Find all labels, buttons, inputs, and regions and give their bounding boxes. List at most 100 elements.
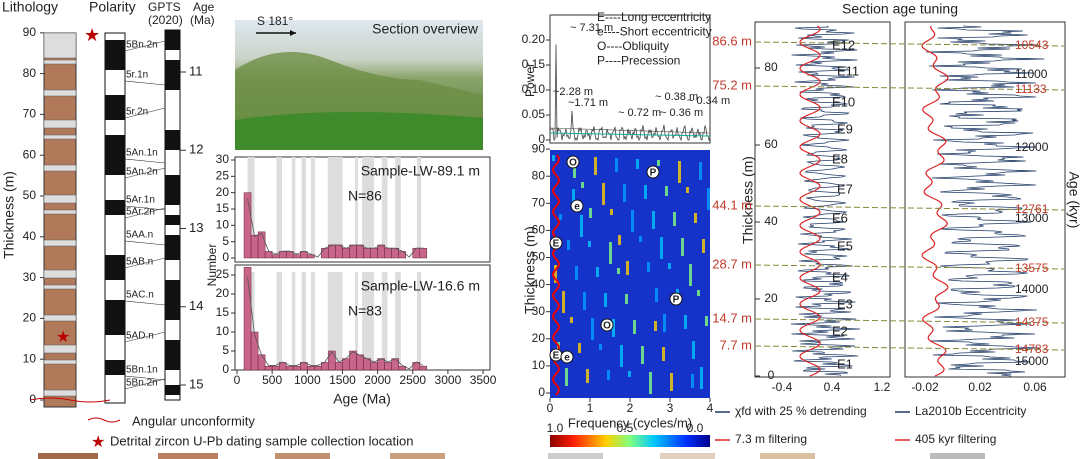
sample-label: Sample-LW-89.1 m xyxy=(361,163,480,179)
age-tick-label: 15 xyxy=(189,376,203,391)
spectral-power xyxy=(686,187,689,193)
spectral-power xyxy=(554,265,557,283)
histogram-bar xyxy=(321,247,329,259)
age-tick-label: 15000 xyxy=(1015,354,1049,368)
age-tick-label: 12000 xyxy=(1015,140,1049,154)
tie-age: 10543 xyxy=(1015,38,1049,52)
tie-thickness: 75.2 m xyxy=(712,77,752,92)
column-header: Lithology xyxy=(2,0,58,15)
spectral-power xyxy=(654,321,657,331)
histogram-bar xyxy=(271,365,280,371)
chron-label: 5Ar.2n xyxy=(126,207,155,218)
y-tick-label: 40 xyxy=(532,277,546,291)
y-tick-label: 70 xyxy=(532,195,546,209)
cycle-label: E12 xyxy=(832,37,855,52)
spectral-power xyxy=(607,370,610,380)
marker-circle xyxy=(560,350,574,364)
histogram-bar xyxy=(370,362,378,371)
age-band xyxy=(310,157,316,258)
histogram-bar xyxy=(412,247,421,259)
sample-label: Sample-LW-16.6 m xyxy=(361,278,480,294)
normal-polarity xyxy=(105,255,125,280)
correlation-line xyxy=(124,331,166,343)
cycle-label: E11 xyxy=(837,63,859,78)
age-tick-label: 14000 xyxy=(1015,282,1049,296)
colorbar-label: 0.0 xyxy=(687,421,704,435)
correlation-line xyxy=(124,167,166,179)
column-header: GPTS xyxy=(148,0,181,14)
marker-circle xyxy=(549,236,563,250)
tie-thickness: 28.7 m xyxy=(712,256,752,271)
y-tick-label: 60 xyxy=(532,223,546,237)
marker-label: E xyxy=(553,351,560,362)
age-band xyxy=(327,157,343,258)
y-tick-label: 20 xyxy=(23,311,37,325)
marker-circle xyxy=(646,165,660,179)
correlation-line xyxy=(124,107,166,119)
spectral-power xyxy=(626,261,629,275)
x-tick-label: 0.06 xyxy=(1023,380,1047,394)
photo-direction: S 181° xyxy=(257,14,293,28)
histogram-bar xyxy=(419,247,428,259)
marker-label: O xyxy=(569,158,577,169)
age-band xyxy=(276,272,282,370)
sand-band xyxy=(43,89,77,97)
legend-label: 7.3 m filtering xyxy=(735,432,807,446)
histogram-bar xyxy=(335,362,343,371)
photo-title: Section overview xyxy=(372,21,479,37)
x-tick-label: 1 xyxy=(587,401,594,415)
tie-age: 12761 xyxy=(1015,202,1049,216)
spectral-power xyxy=(578,343,581,353)
sand-band xyxy=(43,314,77,322)
spectral-power xyxy=(647,262,650,272)
spectral-power xyxy=(586,369,589,383)
arrow-head xyxy=(290,30,296,36)
peak-label: ~ 0.38 m xyxy=(655,91,698,103)
normal-chron xyxy=(165,30,180,50)
correlation-line xyxy=(124,257,166,269)
tie-thickness: 14.7 m xyxy=(712,310,752,325)
chron-label: 5AB.n xyxy=(126,257,153,268)
marker-label: P xyxy=(673,295,680,306)
spectral-power xyxy=(662,347,665,361)
spectral-power xyxy=(670,373,673,391)
x-tick-label: 3000 xyxy=(435,373,462,387)
spectral-power xyxy=(668,263,671,269)
y-tick-label: 80 xyxy=(23,66,37,80)
spectral-power xyxy=(694,213,697,223)
x-tick-label: 500 xyxy=(262,373,282,387)
y-tick-label: 50 xyxy=(532,250,546,264)
sand-band xyxy=(43,359,77,365)
spectral-power xyxy=(615,158,618,172)
correlation-line xyxy=(124,207,166,219)
polarity-column xyxy=(104,32,126,404)
spectral-power xyxy=(705,316,708,326)
marker-label: e xyxy=(564,353,570,364)
spectral-power xyxy=(652,211,655,229)
spectral-power xyxy=(575,266,578,280)
spectral-power xyxy=(702,239,705,253)
cycle-label: E6 xyxy=(832,210,848,225)
histogram-bar xyxy=(342,247,350,259)
marker-label: P xyxy=(650,168,657,179)
correlation-line xyxy=(124,205,166,211)
histogram-bar xyxy=(250,234,259,259)
age-tick-label: 13000 xyxy=(1015,211,1049,225)
spectral-power xyxy=(628,371,631,377)
age-band xyxy=(416,272,422,370)
normal-polarity xyxy=(105,95,125,120)
cycle-label: E5 xyxy=(837,238,853,253)
star: ★ xyxy=(84,25,100,45)
histogram-bar xyxy=(292,254,301,259)
spectral-power xyxy=(599,344,602,350)
histogram-bar xyxy=(356,244,364,259)
spectral-power xyxy=(689,264,692,286)
spectral-power xyxy=(660,237,663,259)
filter-curve xyxy=(799,25,821,377)
y-tick-label: 0.10 xyxy=(522,82,546,96)
age-band xyxy=(355,157,358,258)
histogram-bar xyxy=(419,365,428,371)
x-tick-label: 1.2 xyxy=(874,380,891,394)
y-tick-label: 0.05 xyxy=(522,107,546,121)
marker-circle xyxy=(600,318,614,332)
